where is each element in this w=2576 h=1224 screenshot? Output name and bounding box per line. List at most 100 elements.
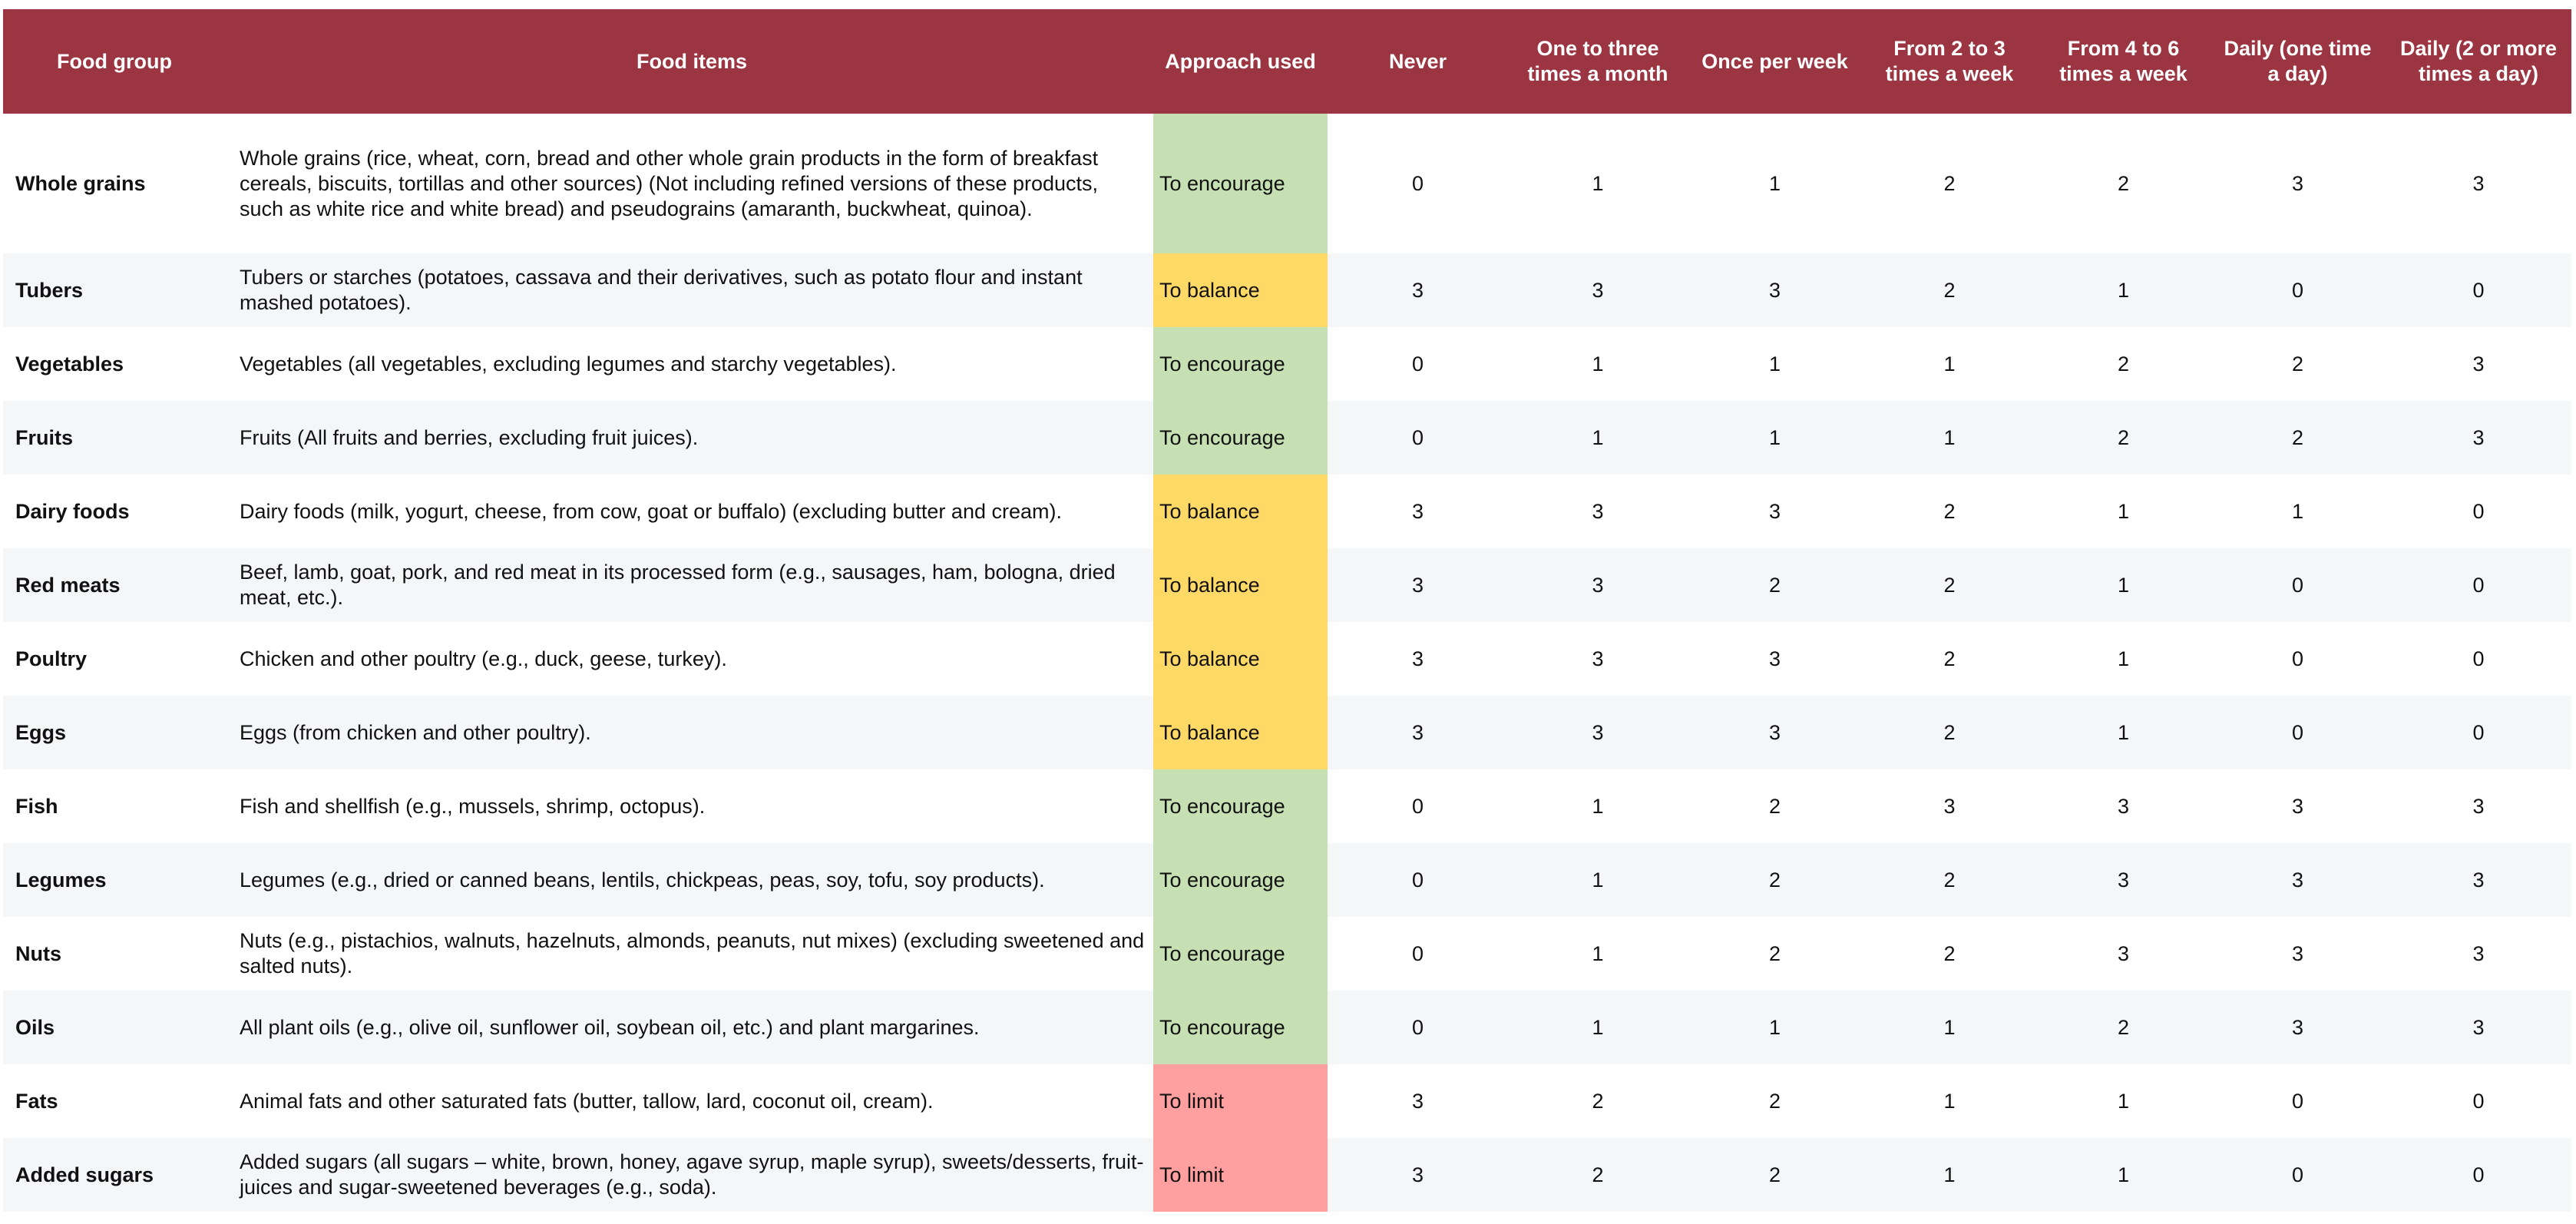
score-cell: 3 [1411,647,1424,670]
food-items-cell: Chicken and other poultry (e.g., duck, g… [240,647,727,670]
food-group-cell: Tubers [3,253,230,327]
food-items-cell: Legumes (e.g., dried or canned beans, le… [230,843,1153,917]
food-group-cell: Added sugars [3,1138,230,1212]
food-group-cell: Oils [3,991,230,1064]
approach-badge: To encourage [1153,401,1328,475]
column-header-two-to-three-week: From 2 to 3 times a week [1862,9,2037,114]
food-group-cell: Red meats [3,548,230,622]
score-cell: 0 [2210,253,2386,327]
score-cell: 2 [1688,1138,1862,1212]
score-cell: 3 [1592,647,1604,670]
score-cell: 2 [2210,401,2386,475]
column-header-never: Never [1328,9,1508,114]
approach-badge: To encourage [1153,769,1328,843]
table-row: Fish Fish and shellfish (e.g., mussels, s… [3,769,2571,843]
food-group-cell: Fats [15,1089,58,1113]
score-cell: 3 [2291,794,2304,818]
column-header-food-group: Food group [3,9,230,114]
score-cell: 2 [1688,843,1862,917]
score-cell: 1 [2037,548,2210,622]
food-items-cell: Nuts (e.g., pistachios, walnuts, hazelnu… [240,929,1145,978]
score-cell: 0 [1328,991,1508,1064]
score-cell: 2 [1943,171,1956,195]
score-cell: 0 [2210,1138,2386,1212]
food-group-cell: Nuts [15,941,61,965]
score-cell: 1 [1592,352,1604,375]
score-cell: 3 [1943,794,1956,818]
score-cell: 0 [2291,1089,2304,1113]
header-row: Food group Food items Approach used Never On… [3,9,2571,114]
score-cell: 3 [2386,991,2571,1064]
table-row: Eggs Eggs (from chicken and other poultry… [3,696,2571,769]
score-cell: 0 [2386,696,2571,769]
score-cell: 2 [1688,548,1862,622]
score-cell: 1 [1592,794,1604,818]
score-cell: 2 [1862,548,2037,622]
food-items-cell: Vegetables (all vegetables, excluding le… [240,352,897,375]
score-cell: 3 [1508,253,1688,327]
approach-badge: To encourage [1153,991,1328,1064]
score-cell: 1 [1592,171,1604,195]
score-cell: 3 [2472,941,2485,965]
score-cell: 3 [1508,696,1688,769]
score-cell: 3 [2386,843,2571,917]
score-cell: 1 [1862,991,2037,1064]
table-row: Dairy foods Dairy foods (milk, yogurt, ch… [3,475,2571,548]
score-cell: 0 [2291,647,2304,670]
score-cell: 0 [2210,696,2386,769]
score-cell: 3 [2386,401,2571,475]
food-items-cell: All plant oils (e.g., olive oil, sunflow… [230,991,1153,1064]
score-cell: 0 [1411,352,1424,375]
score-cell: 3 [1411,499,1424,523]
score-cell: 1 [2291,499,2304,523]
score-cell: 3 [1328,253,1508,327]
table-row: Whole grains Whole grains (rice, wheat, c… [3,114,2571,253]
approach-badge: To limit [1153,1064,1328,1138]
food-items-cell: Animal fats and other saturated fats (bu… [240,1089,934,1113]
score-cell: 3 [1592,499,1604,523]
score-cell: 3 [2472,352,2485,375]
score-cell: 0 [2472,1089,2485,1113]
food-group-cell: Eggs [3,696,230,769]
score-cell: 1 [1592,941,1604,965]
score-cell: 1 [2037,696,2210,769]
food-group-cell: Vegetables [15,352,124,375]
approach-badge: To encourage [1153,114,1328,253]
score-cell: 2 [2117,352,2130,375]
score-cell: 0 [1411,171,1424,195]
score-cell: 2 [1768,1089,1781,1113]
score-cell: 2 [2037,401,2210,475]
score-cell: 3 [1411,1089,1424,1113]
score-cell: 3 [1688,253,1862,327]
score-cell: 2 [1862,696,2037,769]
score-cell: 0 [1411,794,1424,818]
score-cell: 2 [2291,352,2304,375]
table-row: Oils All plant oils (e.g., olive oil, sun… [3,991,2571,1064]
food-group-cell: Fruits [3,401,230,475]
food-group-cell: Fish [15,794,58,818]
table-row: Tubers Tubers or starches (potatoes, cass… [3,253,2571,327]
column-header-four-to-six-week: From 4 to 6 times a week [2037,9,2210,114]
column-header-daily-once: Daily (one time a day) [2210,9,2386,114]
score-cell: 1 [2117,499,2130,523]
score-cell: 1 [1508,843,1688,917]
food-items-cell: Fish and shellfish (e.g., mussels, shrim… [240,794,706,818]
food-group-cell: Whole grains [15,171,146,195]
score-cell: 1 [1943,352,1956,375]
score-cell: 2 [2117,171,2130,195]
food-group-cell: Legumes [3,843,230,917]
score-cell: 2 [2037,991,2210,1064]
food-items-cell: Dairy foods (milk, yogurt, cheese, from … [240,499,1062,523]
table-row: Fats Animal fats and other saturated fats… [3,1064,2571,1138]
food-score-table: Food group Food items Approach used Never On… [3,9,2571,1212]
score-cell: 1 [1688,991,1862,1064]
score-cell: 1 [1508,991,1688,1064]
approach-badge: To balance [1153,548,1328,622]
score-cell: 1 [2037,253,2210,327]
column-header-one-to-three-month: One to three times a month [1508,9,1688,114]
approach-badge: To encourage [1153,843,1328,917]
table-row: Legumes Legumes (e.g., dried or canned be… [3,843,2571,917]
table-row: Nuts Nuts (e.g., pistachios, walnuts, haz… [3,917,2571,991]
score-cell: 1 [1688,401,1862,475]
score-cell: 2 [1768,794,1781,818]
